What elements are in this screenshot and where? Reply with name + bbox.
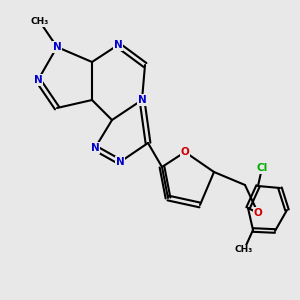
Text: Cl: Cl	[256, 163, 268, 173]
Text: N: N	[34, 75, 42, 85]
Text: N: N	[114, 40, 122, 50]
Text: N: N	[116, 157, 124, 167]
Text: O: O	[254, 208, 262, 218]
Text: N: N	[91, 143, 99, 153]
Text: N: N	[138, 95, 146, 105]
Text: CH₃: CH₃	[235, 245, 253, 254]
Text: O: O	[181, 147, 189, 157]
Text: CH₃: CH₃	[31, 17, 49, 26]
Text: N: N	[52, 42, 62, 52]
